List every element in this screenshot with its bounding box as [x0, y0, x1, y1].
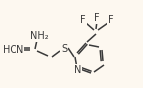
- Text: HO: HO: [2, 45, 17, 55]
- Text: NH₂: NH₂: [30, 31, 48, 41]
- Text: F: F: [94, 13, 100, 23]
- Text: F: F: [108, 15, 114, 25]
- Text: F: F: [80, 15, 86, 25]
- Text: S: S: [61, 44, 67, 54]
- Text: N: N: [16, 45, 24, 55]
- Text: N: N: [74, 65, 82, 75]
